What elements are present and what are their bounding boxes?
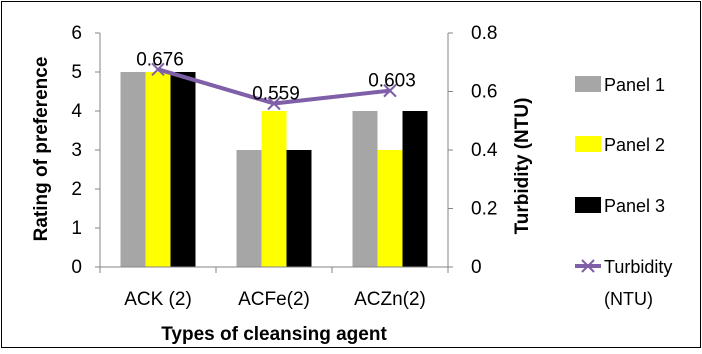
bar-panel-1-1 bbox=[236, 150, 262, 267]
chart-border bbox=[1, 1, 701, 348]
y2-tick-label-0: 0 bbox=[471, 257, 482, 278]
bar-panel-1-0 bbox=[120, 72, 146, 267]
legend-marker-turbidity bbox=[581, 259, 595, 273]
bar-panel-3-2 bbox=[402, 111, 428, 267]
y-tick-label-5: 5 bbox=[71, 62, 82, 83]
y-tick-label-1: 1 bbox=[71, 218, 82, 239]
turbidity-data-label-1: 0.559 bbox=[252, 83, 300, 104]
y2-tick-label-3: 0.6 bbox=[471, 82, 497, 103]
legend-label-2: Panel 2 bbox=[604, 135, 665, 155]
bar-panel-2-1 bbox=[261, 111, 287, 267]
y2-tick-label-4: 0.8 bbox=[471, 23, 497, 44]
y-tick-label-6: 6 bbox=[71, 23, 82, 44]
turbidity-marker-1 bbox=[267, 96, 281, 111]
y2-axis-title: Turbidity (NTU) bbox=[512, 98, 533, 235]
legend: Panel 1 Panel 2 Panel 3 Turbidity (NTU) bbox=[575, 75, 672, 309]
x-tick-label-2: ACZn(2) bbox=[354, 289, 426, 310]
bar-panel-2-0 bbox=[145, 72, 171, 267]
y-axis-title: Rating of preference bbox=[31, 57, 52, 242]
bar-panel-2-2 bbox=[377, 150, 403, 267]
legend-label-turbidity-line2: (NTU) bbox=[604, 289, 653, 309]
line-layer bbox=[151, 62, 397, 111]
legend-label-3: Panel 3 bbox=[604, 196, 665, 216]
legend-label-turbidity-line1: Turbidity bbox=[604, 257, 672, 277]
legend-swatch-2 bbox=[575, 136, 601, 152]
bar-panel-3-0 bbox=[170, 72, 196, 267]
bars-layer bbox=[120, 72, 428, 267]
legend-swatch-3 bbox=[575, 197, 601, 213]
x-tick-label-1: ACFe(2) bbox=[238, 289, 310, 310]
y-tick-label-0: 0 bbox=[71, 257, 82, 278]
y2-tick-label-2: 0.4 bbox=[471, 140, 498, 161]
legend-swatch-1 bbox=[575, 76, 601, 92]
y-tick-label-4: 4 bbox=[71, 101, 82, 122]
y-tick-label-3: 3 bbox=[71, 140, 82, 161]
turbidity-marker-0 bbox=[151, 62, 165, 76]
bar-panel-1-2 bbox=[352, 111, 378, 267]
turbidity-marker-2 bbox=[383, 83, 397, 98]
labels-layer: 0.676 0.559 0.603 bbox=[136, 49, 416, 104]
legend-label-1: Panel 1 bbox=[604, 75, 665, 95]
x-axis-title: Types of cleansing agent bbox=[161, 324, 387, 345]
y2-tick-label-1: 0.2 bbox=[471, 199, 497, 220]
bar-panel-3-1 bbox=[286, 150, 312, 267]
x-tick-label-0: ACK (2) bbox=[124, 289, 192, 310]
turbidity-data-label-2: 0.603 bbox=[368, 71, 416, 92]
axes-layer: 0 1 2 3 4 5 6 0 0.2 0.4 0.6 0.8 ACK (2) ACFe(2) ACZn(2… bbox=[71, 23, 497, 310]
y-tick-label-2: 2 bbox=[71, 179, 82, 200]
turbidity-data-label-0: 0.676 bbox=[136, 49, 184, 70]
